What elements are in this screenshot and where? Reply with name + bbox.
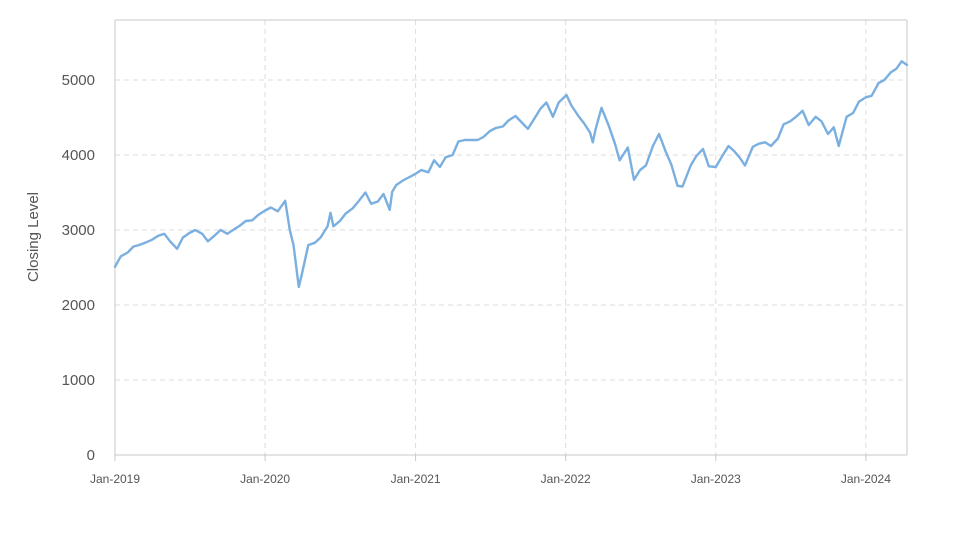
y-tick-label: 5000 bbox=[62, 72, 95, 89]
x-tick-label: Jan-2024 bbox=[841, 472, 891, 486]
closing-level-line bbox=[113, 60, 909, 289]
x-tick-label: Jan-2020 bbox=[240, 472, 290, 486]
y-axis-title: Closing Level bbox=[25, 192, 42, 282]
y-tick-label: 3000 bbox=[62, 222, 95, 239]
x-tick-label: Jan-2021 bbox=[391, 472, 441, 486]
y-tick-label: 2000 bbox=[62, 297, 95, 314]
axis-lines bbox=[114, 19, 908, 461]
plot-area bbox=[115, 20, 907, 455]
y-axis-ticks: 0 1000 2000 3000 4000 5000 bbox=[62, 72, 95, 464]
y-tick-label: 0 bbox=[87, 447, 95, 464]
y-tick-label: 4000 bbox=[62, 147, 95, 164]
x-tick-label: Jan-2023 bbox=[691, 472, 741, 486]
x-tick-label: Jan-2019 bbox=[90, 472, 140, 486]
y-tick-label: 1000 bbox=[62, 372, 95, 389]
x-axis-ticks: Jan-2019 Jan-2020 Jan-2021 Jan-2022 Jan-… bbox=[90, 472, 891, 486]
grid-lines bbox=[115, 20, 907, 455]
x-tick-label: Jan-2022 bbox=[541, 472, 591, 486]
